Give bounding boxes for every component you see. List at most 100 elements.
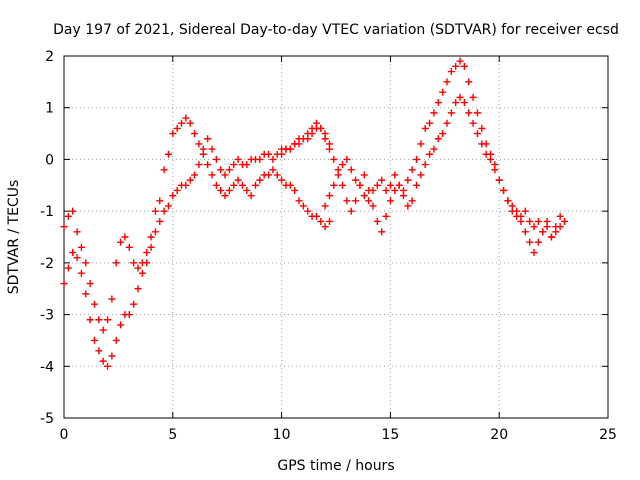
y-tick-label: 0 <box>45 152 54 168</box>
data-point <box>86 316 94 324</box>
data-point <box>125 243 133 251</box>
axis-ticks <box>63 55 609 419</box>
data-point <box>526 217 534 225</box>
data-point <box>417 171 425 179</box>
data-point <box>552 223 560 231</box>
data-point <box>404 202 412 210</box>
data-point <box>182 181 190 189</box>
data-point <box>299 202 307 210</box>
data-point <box>269 155 277 163</box>
x-tick-labels: 0 5 10 15 20 25 <box>60 427 617 443</box>
data-point <box>521 207 529 215</box>
data-point <box>256 176 264 184</box>
data-point <box>134 285 142 293</box>
data-point <box>73 254 81 262</box>
data-point <box>147 243 155 251</box>
data-point <box>60 280 68 288</box>
data-point <box>439 88 447 96</box>
data-point <box>164 202 172 210</box>
data-point <box>426 150 434 158</box>
data-point <box>495 176 503 184</box>
data-point <box>138 269 146 277</box>
data-point <box>465 109 473 117</box>
data-point <box>186 119 194 127</box>
data-point <box>321 202 329 210</box>
data-point <box>269 166 277 174</box>
y-tick-label: 2 <box>45 49 54 65</box>
x-tick-label: 10 <box>273 427 291 443</box>
data-point <box>460 99 468 107</box>
data-point <box>365 197 373 205</box>
data-point <box>360 192 368 200</box>
data-point <box>508 207 516 215</box>
data-point <box>234 155 242 163</box>
y-tick-label: 1 <box>45 101 54 117</box>
data-point <box>434 135 442 143</box>
y-tick-label: -2 <box>40 256 54 272</box>
data-point <box>86 280 94 288</box>
data-point <box>178 119 186 127</box>
data-point <box>473 130 481 138</box>
data-point <box>465 78 473 86</box>
data-point <box>352 176 360 184</box>
data-point <box>339 161 347 169</box>
data-point <box>108 295 116 303</box>
data-point <box>273 171 281 179</box>
data-point <box>112 259 120 267</box>
data-point <box>408 197 416 205</box>
data-point <box>99 357 107 365</box>
data-point <box>486 155 494 163</box>
data-point <box>221 192 229 200</box>
data-point <box>312 212 320 220</box>
data-point <box>312 119 320 127</box>
data-point <box>156 217 164 225</box>
data-point <box>299 135 307 143</box>
data-point <box>99 326 107 334</box>
data-point <box>134 264 142 272</box>
data-point <box>347 207 355 215</box>
data-point <box>317 217 325 225</box>
data-point <box>117 321 125 329</box>
y-tick-label: -1 <box>40 204 54 220</box>
data-point <box>391 171 399 179</box>
data-point <box>82 259 90 267</box>
data-point <box>395 181 403 189</box>
data-point <box>156 197 164 205</box>
data-point <box>173 124 181 132</box>
data-point <box>447 68 455 76</box>
data-point <box>430 109 438 117</box>
y-tick-label: -3 <box>40 308 54 324</box>
data-point <box>391 186 399 194</box>
data-point <box>243 161 251 169</box>
data-point <box>378 176 386 184</box>
data-point <box>443 78 451 86</box>
data-point <box>108 352 116 360</box>
data-point <box>90 336 98 344</box>
data-point <box>160 207 168 215</box>
data-point <box>356 181 364 189</box>
data-point <box>382 212 390 220</box>
data-point <box>491 166 499 174</box>
data-point <box>334 171 342 179</box>
data-points <box>60 57 568 370</box>
data-point <box>130 259 138 267</box>
data-point <box>77 243 85 251</box>
data-point <box>147 233 155 241</box>
data-point <box>291 186 299 194</box>
data-point <box>308 124 316 132</box>
data-point <box>513 212 521 220</box>
data-point <box>234 176 242 184</box>
data-point <box>439 130 447 138</box>
data-point <box>399 192 407 200</box>
data-point <box>365 186 373 194</box>
x-tick-label: 0 <box>60 427 69 443</box>
data-point <box>208 171 216 179</box>
data-point <box>360 171 368 179</box>
data-point <box>426 119 434 127</box>
data-point <box>199 145 207 153</box>
data-point <box>325 192 333 200</box>
data-point <box>373 217 381 225</box>
x-tick-label: 5 <box>168 427 177 443</box>
data-point <box>543 217 551 225</box>
data-point <box>182 114 190 122</box>
